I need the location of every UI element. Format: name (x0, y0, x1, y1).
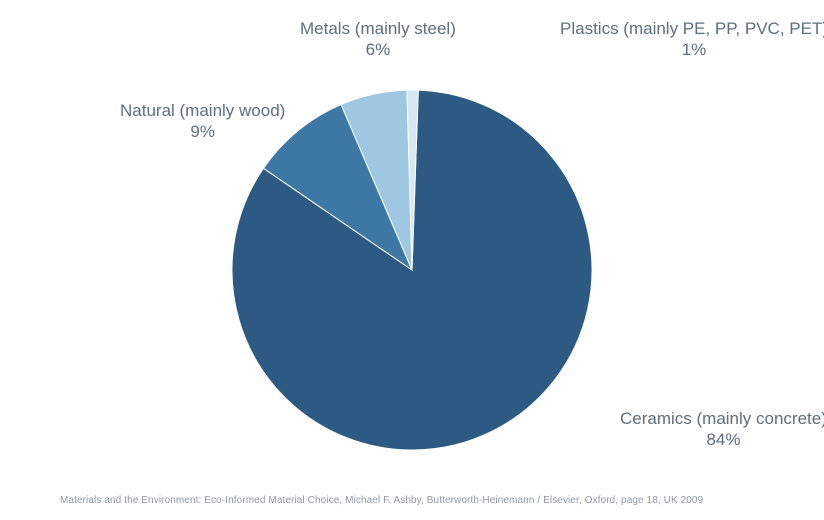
label-natural-pct: 9% (120, 121, 285, 142)
label-plastics-pct: 1% (560, 39, 824, 60)
label-ceramics-name: Ceramics (mainly concrete) (620, 408, 824, 429)
label-metals-name: Metals (mainly steel) (300, 18, 456, 39)
label-ceramics: Ceramics (mainly concrete) 84% (620, 408, 824, 451)
citation-text: Materials and the Environment: Eco-Infor… (60, 495, 703, 506)
pie-chart: Ceramics (mainly concrete) 84% Natural (… (0, 0, 824, 520)
label-plastics: Plastics (mainly PE, PP, PVC, PET) 1% (560, 18, 824, 61)
label-metals-pct: 6% (300, 39, 456, 60)
label-natural-name: Natural (mainly wood) (120, 100, 285, 121)
label-plastics-name: Plastics (mainly PE, PP, PVC, PET) (560, 18, 824, 39)
label-ceramics-pct: 84% (620, 429, 824, 450)
label-natural: Natural (mainly wood) 9% (120, 100, 285, 143)
label-metals: Metals (mainly steel) 6% (300, 18, 456, 61)
